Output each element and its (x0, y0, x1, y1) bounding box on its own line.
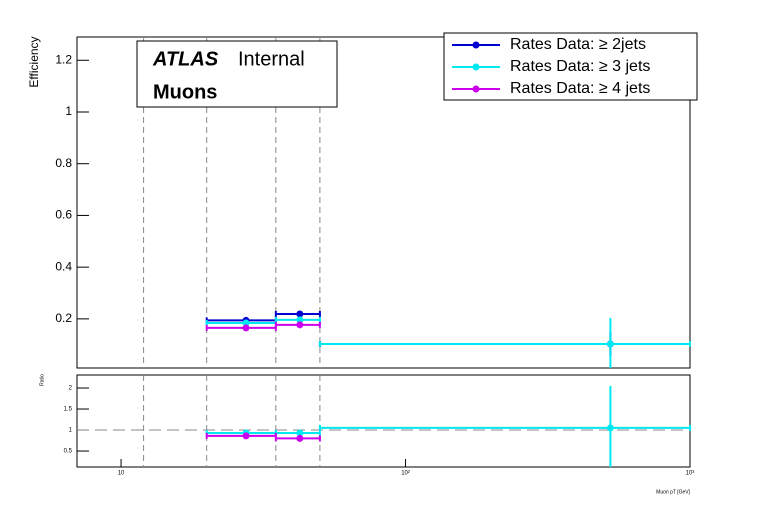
legend-label: Rates Data: ≥ 2jets (510, 36, 646, 53)
label-box (136, 40, 338, 108)
marker (296, 310, 304, 318)
marker (296, 316, 304, 324)
legend-label: Rates Data: ≥ 4 jets (510, 80, 650, 97)
marker (242, 319, 250, 327)
marker (296, 321, 304, 329)
legend-marker (472, 63, 480, 71)
x-tick-label: 10³ (686, 471, 695, 477)
plot-frame (76, 374, 691, 468)
y-tick-label: 1.5 (64, 407, 73, 413)
marker (242, 324, 250, 332)
y-tick-label: 0.2 (55, 311, 72, 325)
x-tick-label: 10² (401, 471, 410, 477)
internal-label: Internal (238, 48, 305, 70)
atlas-label: ATLAS (152, 48, 219, 70)
legend-marker (472, 41, 480, 49)
y-tick-label: 1.2 (55, 52, 72, 66)
legend-label: Rates Data: ≥ 3 jets (510, 58, 650, 75)
y-tick-label: 1 (69, 428, 73, 434)
y-tick-label: 0.6 (55, 208, 72, 222)
marker (296, 434, 304, 442)
y-tick-label: 2 (69, 386, 73, 392)
plot-frame (76, 36, 691, 369)
x-tick-label: 10 (118, 471, 125, 477)
x-axis-title: Muon pT [GeV] (656, 489, 690, 495)
y-tick-label: 0.5 (64, 449, 73, 455)
y-axis-title: Ratio (39, 374, 45, 386)
marker (606, 424, 614, 432)
marker (242, 432, 250, 440)
marker (606, 340, 614, 348)
muons-label: Muons (153, 81, 217, 103)
marker (296, 429, 304, 437)
y-axis-title: Efficiency (27, 36, 41, 87)
y-tick-label: 0.4 (55, 259, 72, 273)
y-tick-label: 1 (65, 104, 72, 118)
y-tick-label: 0.8 (55, 156, 72, 170)
legend-marker (472, 85, 480, 93)
